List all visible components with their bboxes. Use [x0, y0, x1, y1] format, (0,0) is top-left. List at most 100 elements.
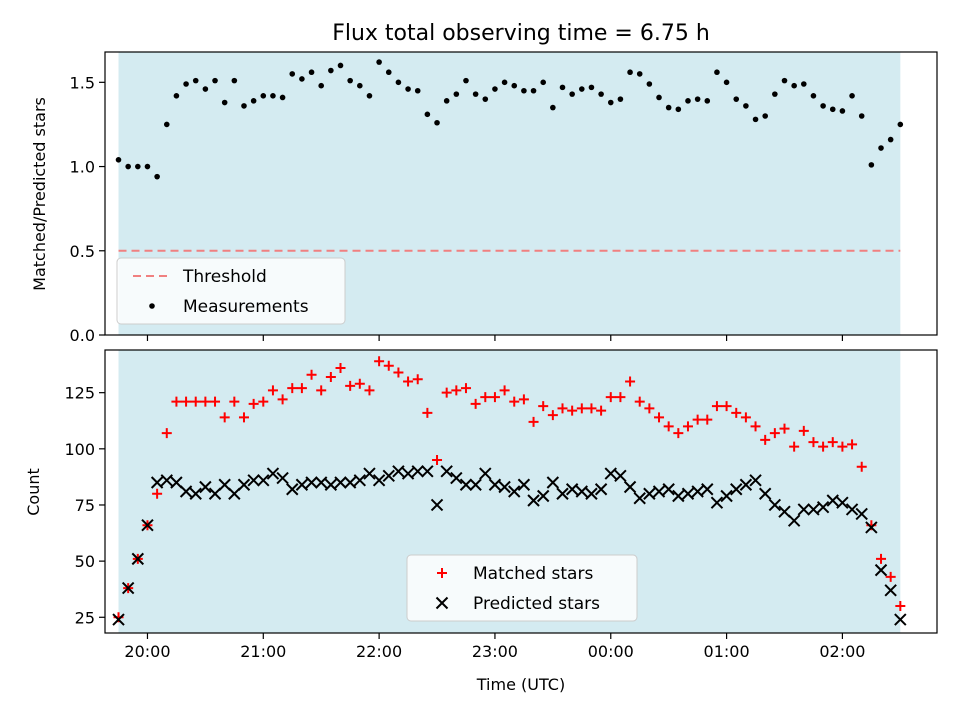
predicted-star-point	[787, 514, 801, 527]
matched-star-point	[769, 428, 780, 439]
matched-star-point	[547, 410, 558, 421]
measurement-point	[163, 121, 170, 128]
matched-star-point	[325, 371, 336, 382]
predicted-star-point	[874, 563, 888, 577]
measurement-point	[607, 99, 614, 106]
matched-star-point	[634, 396, 645, 407]
matched-star-point	[306, 369, 317, 380]
measurement-point	[511, 82, 518, 89]
measurement-point	[723, 79, 730, 86]
measurement-point	[231, 77, 238, 84]
bot-y-tick-label: 125	[64, 384, 95, 403]
matched-star-point	[837, 441, 848, 452]
matched-star-point	[876, 553, 887, 564]
measurement-point	[752, 116, 759, 123]
matched-star-point	[229, 396, 240, 407]
bot-y-tick-label: 75	[75, 496, 95, 515]
predicted-star-point	[691, 485, 704, 498]
matched-star-point	[586, 403, 597, 414]
measurement-point	[463, 77, 469, 84]
predicted-star-point	[855, 507, 868, 521]
measurement-point	[482, 96, 489, 102]
matched-star-point	[528, 416, 539, 427]
measurement-point	[588, 84, 595, 91]
top-y-tick-label: 1.0	[70, 158, 95, 177]
bottom-x-ticks: 20:00 21:00 22:00 23:00 00:00 01:00 02:00	[124, 633, 865, 661]
bottom-panel-marks	[112, 356, 907, 626]
bottom-y-ticks: 25 50 75 100 125	[64, 384, 105, 627]
predicted-star-point	[730, 483, 743, 496]
predicted-star-point	[421, 465, 434, 478]
predicted-star-point	[141, 518, 154, 532]
matched-star-point	[518, 394, 529, 405]
predicted-star-point	[575, 485, 589, 498]
legend-symbol	[437, 568, 447, 578]
predicted-star-point	[768, 498, 782, 512]
matched-star-point	[335, 362, 346, 373]
predicted-star-point	[199, 480, 212, 494]
predicted-star-point	[604, 467, 617, 480]
measurement-point	[617, 96, 624, 102]
matched-star-point	[847, 439, 858, 450]
measurement-point	[337, 62, 344, 69]
predicted-star-point	[488, 478, 502, 491]
measurement-point	[347, 77, 353, 84]
legend-symbol	[149, 303, 155, 309]
measurement-point	[579, 86, 585, 92]
matched-star-point	[441, 387, 452, 398]
predicted-star-point	[681, 487, 695, 500]
matched-star-point	[277, 394, 288, 405]
measurement-point	[762, 113, 768, 119]
matched-star-point	[605, 392, 616, 403]
predicted-star-point	[623, 480, 637, 494]
legend-box	[116, 257, 346, 325]
matched-star-point	[248, 398, 259, 409]
bot-y-tick-label: 50	[75, 552, 95, 571]
predicted-star-point	[662, 483, 675, 496]
predicted-star-point	[179, 485, 193, 498]
predicted-star-point	[884, 584, 897, 597]
predicted-star-point	[594, 483, 608, 496]
matched-star-point	[489, 392, 500, 403]
predicted-star-point	[266, 467, 280, 480]
measurement-point	[636, 71, 643, 77]
matched-star-point	[460, 383, 471, 394]
measurement-point	[115, 157, 122, 163]
predicted-star-point	[112, 613, 125, 626]
measurement-point	[801, 81, 807, 87]
predicted-star-point	[517, 478, 531, 491]
matched-star-point	[238, 412, 249, 423]
predicted-star-point	[430, 498, 444, 512]
matched-star-point	[885, 571, 896, 582]
predicted-star-point	[758, 487, 772, 500]
matched-star-point	[451, 385, 462, 396]
predicted-star-point	[257, 474, 270, 487]
predicted-star-point	[131, 552, 145, 566]
matched-star-point	[856, 461, 867, 472]
measurement-point	[772, 91, 778, 97]
chart-title: Flux total observing time = 6.75 h	[332, 21, 710, 46]
predicted-star-point	[343, 476, 357, 489]
matched-star-point	[798, 425, 809, 436]
matched-star-point	[567, 405, 578, 416]
predicted-star-point	[392, 465, 405, 478]
measurement-point	[241, 103, 247, 109]
matched-star-point	[480, 392, 491, 403]
matched-star-point	[663, 421, 674, 432]
matched-star-point	[345, 380, 356, 391]
matched-star-point	[827, 437, 838, 448]
predicted-star-point	[363, 467, 376, 480]
measurement-point	[550, 104, 556, 111]
predicted-star-point	[546, 476, 560, 489]
x-tick-label: 23:00	[472, 642, 518, 661]
matched-star-point	[702, 414, 713, 425]
matched-star-point	[364, 385, 375, 396]
predicted-star-point	[836, 496, 849, 509]
matched-star-point	[181, 396, 192, 407]
predicted-star-point	[807, 503, 820, 516]
matched-star-point	[403, 376, 414, 387]
matched-star-point	[760, 434, 771, 445]
predicted-star-point	[353, 474, 367, 487]
matched-star-point	[393, 367, 404, 378]
top-y-tick-label: 1.5	[70, 73, 95, 92]
